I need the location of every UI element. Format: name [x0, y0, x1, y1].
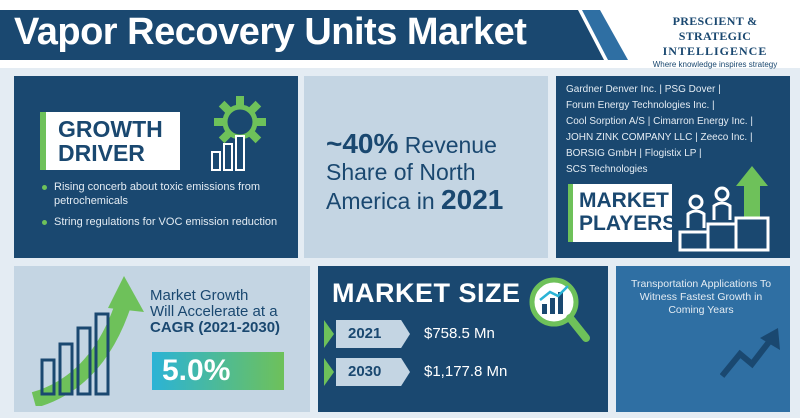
list-item: Rising concerb about toxic emissions fro… [42, 180, 292, 208]
title-band [0, 10, 604, 60]
growth-driver-list: Rising concerb about toxic emissions fro… [42, 180, 292, 236]
company-name: SCS Technologies [566, 164, 648, 175]
market-players-label-line2: PLAYERS [579, 212, 677, 235]
cagr-value: 5.0% [152, 352, 284, 390]
company-name: Forum Energy Technologies Inc. [566, 100, 710, 111]
magnifier-chart-icon [529, 277, 590, 342]
revenue-share-value: ~40% [326, 128, 399, 159]
market-size-title: MARKET SIZE [332, 278, 521, 308]
trend-arrow-icon [720, 328, 780, 378]
growth-driver-label-line2: DRIVER [58, 140, 145, 166]
market-size-panel: MARKET SIZE 2021 $758.5 Mn 2030 $1,177.8… [318, 266, 608, 412]
cagr-line3: CAGR (2021-2030) [150, 319, 281, 336]
market-size-year: 2021 [336, 320, 410, 348]
transportation-panel: Transportation Applications To Witness F… [616, 266, 790, 412]
row-marker [324, 320, 334, 348]
logo-line1: PRESCIENT & STRATEGIC [672, 14, 758, 43]
list-item: String regulations for VOC emission redu… [42, 215, 292, 229]
company-logo: PRESCIENT & STRATEGIC INTELLIGENCE Where… [636, 14, 794, 69]
page-title: Vapor Recovery Units Market [14, 11, 527, 53]
cagr-line1: Market Growth [150, 287, 249, 304]
market-players-panel: Gardner Denver Inc. | PSG Dover | Forum … [556, 76, 790, 258]
market-players-label: MARKET PLAYERS [568, 184, 677, 242]
market-players-label-line1: MARKET [579, 189, 669, 212]
company-name: Cimarron Energy Inc. [653, 116, 748, 127]
market-size-value: $758.5 Mn [424, 325, 495, 342]
cagr-panel: Market Growth Will Accelerate at a CAGR … [14, 266, 310, 412]
revenue-share-text-a: Revenue [404, 132, 497, 158]
revenue-share-year: 2021 [441, 184, 504, 215]
company-name: BORSIG GmbH [566, 148, 637, 159]
cagr-line2: Will Accelerate at a [150, 303, 278, 320]
cagr-text: Market Growth Will Accelerate at a CAGR … [150, 288, 310, 336]
company-name: Zeeco Inc. [700, 132, 748, 143]
market-size-year: 2030 [336, 358, 410, 386]
company-name: PSG Dover [664, 84, 716, 95]
gear-icon [214, 96, 266, 148]
company-name: Gardner Denver Inc. [566, 84, 657, 95]
market-size-row: 2030 $1,177.8 Mn [324, 358, 604, 386]
revenue-share-text-c: America in [326, 188, 435, 214]
header: Vapor Recovery Units Market PRESCIENT & … [0, 0, 800, 69]
bar-chart-icon [211, 135, 245, 171]
market-size-row: 2021 $758.5 Mn [324, 320, 604, 348]
growth-driver-label-line1: GROWTH [58, 116, 163, 142]
market-size-value: $1,177.8 Mn [424, 363, 508, 380]
logo-line2: INTELLIGENCE [662, 44, 768, 58]
transportation-text: Transportation Applications To Witness F… [630, 278, 772, 316]
revenue-share-panel: ~40% Revenue Share of North America in 2… [304, 76, 548, 258]
revenue-share-text: ~40% Revenue Share of North America in 2… [326, 130, 546, 215]
company-name: Cool Sorption A/S [566, 116, 645, 127]
logo-tagline: Where knowledge inspires strategy [652, 60, 778, 69]
company-name: JOHN ZINK COMPANY LLC [566, 132, 693, 143]
company-name: Flogistix LP [644, 148, 697, 159]
company-list: Gardner Denver Inc. | PSG Dover | Forum … [566, 84, 753, 175]
revenue-share-text-b: Share of North [326, 159, 476, 185]
podium-icon [678, 166, 770, 252]
growth-driver-panel: GROWTH DRIVER Rising concerb about toxic… [14, 76, 298, 258]
growth-driver-label: GROWTH DRIVER [40, 112, 180, 170]
growth-arrow-icon [31, 276, 144, 406]
row-marker [324, 358, 334, 386]
